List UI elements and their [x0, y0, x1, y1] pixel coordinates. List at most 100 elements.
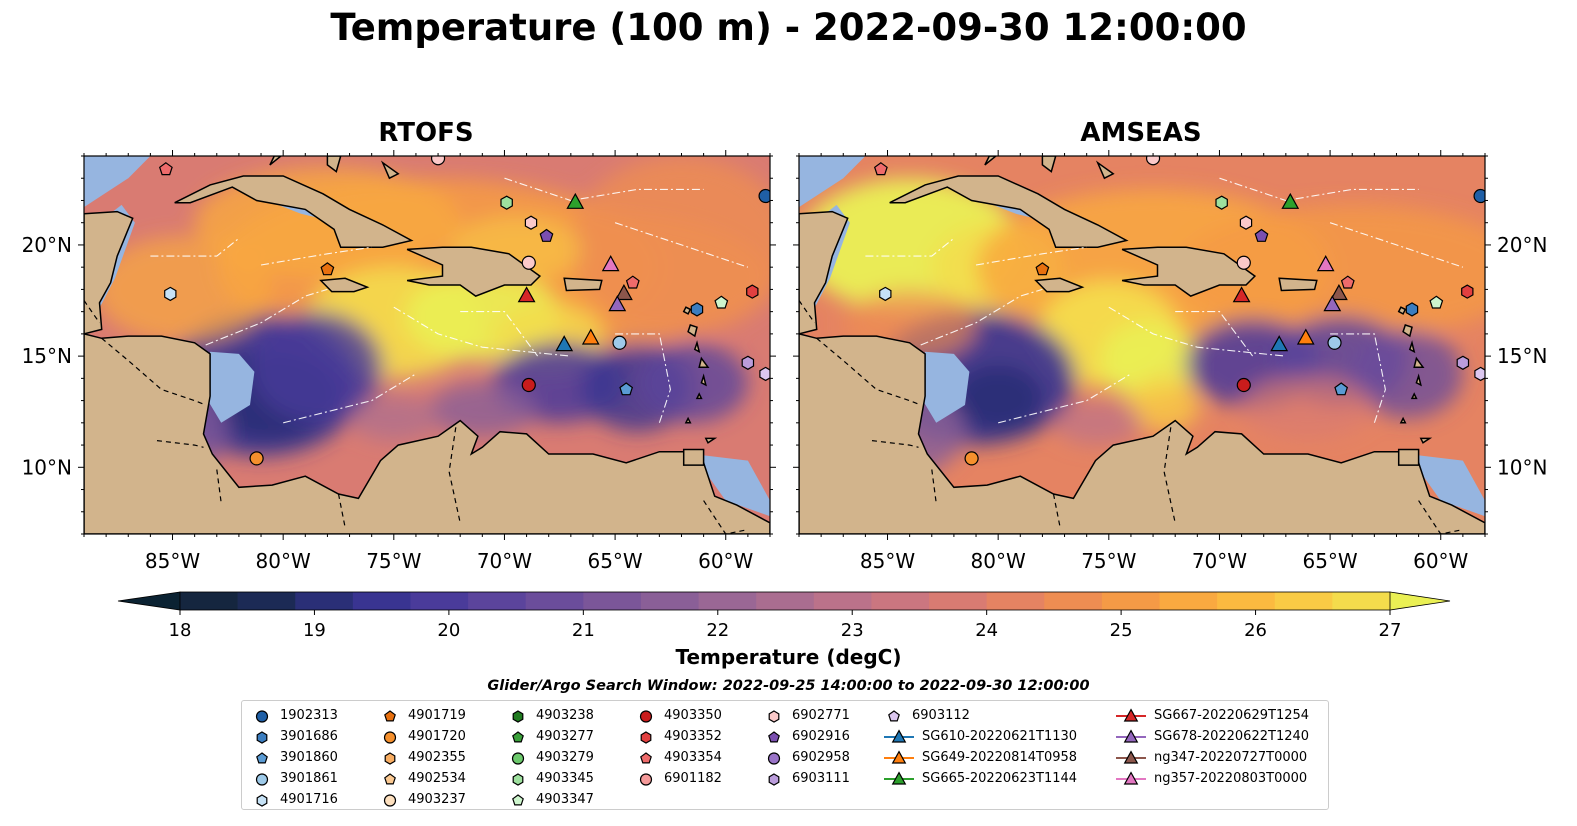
pentagon-marker	[714, 295, 729, 309]
legend-label: 4903277	[536, 729, 594, 744]
hexagon-symbol	[256, 793, 268, 807]
land-mass	[406, 246, 542, 297]
land-mass	[687, 324, 698, 338]
legend-label: 6902771	[792, 708, 850, 723]
pentagon-icon	[888, 709, 900, 721]
pentagon-marker	[619, 382, 634, 396]
lon-label: 85°W	[145, 549, 200, 573]
triangle-symbol	[1123, 707, 1139, 722]
legend-label: 4902534	[408, 771, 466, 786]
colorbar-segment	[813, 592, 872, 610]
land-mass	[1278, 277, 1318, 292]
legend-label: ng357-20220803T0000	[1154, 771, 1308, 786]
land-mass	[563, 277, 603, 292]
land-mass	[799, 210, 849, 335]
circle-marker	[521, 377, 536, 393]
circle-marker	[758, 188, 770, 204]
legend-item: 4903350	[636, 705, 722, 726]
figure-title: Temperature (100 m) - 2022-09-30 12:00:0…	[330, 6, 1247, 49]
colorbar: 18 19 20 21 22 23 24 25 26 27	[117, 591, 1451, 641]
temperature-anomaly	[1053, 400, 1142, 446]
hexagon-symbol	[768, 772, 780, 786]
pentagon-icon	[384, 772, 396, 784]
shelf-area	[692, 454, 770, 517]
hexagon-icon	[256, 793, 268, 807]
country-border	[156, 440, 204, 448]
legend-label: SG665-20220623T1144	[922, 771, 1078, 786]
temperature-anomaly	[349, 396, 439, 441]
lat-label: 20°N	[1497, 233, 1547, 257]
shelf-area	[922, 351, 970, 423]
pentagon-marker	[625, 275, 640, 289]
colorbar-segment	[1217, 592, 1276, 610]
land-mass	[1413, 356, 1425, 368]
colorbar-tick-label: 19	[303, 620, 326, 641]
pentagon-marker	[158, 162, 173, 176]
land-mass	[693, 340, 701, 354]
legend-item: 6902958	[764, 747, 850, 768]
triangle-marker	[581, 328, 600, 345]
triangle-marker	[555, 335, 574, 352]
land-mass	[1095, 160, 1115, 180]
colorbar-tick-label: 23	[841, 620, 864, 641]
colorbar-under-arrow	[117, 591, 181, 611]
legend-column: 4903350 4903352 4903354 6901182	[636, 705, 722, 789]
country-border	[703, 500, 749, 534]
colorbar-segment	[468, 592, 527, 610]
temperature-anomaly	[1352, 329, 1463, 419]
pentagon-marker	[1429, 295, 1444, 309]
country-border	[337, 493, 346, 528]
legend-item: ng347-20220727T0000	[1116, 747, 1309, 768]
colorbar-segment	[871, 592, 930, 610]
pentagon-icon	[640, 751, 652, 763]
legend-label: 6903111	[792, 771, 850, 786]
legend-label: SG678-20220622T1240	[1154, 729, 1310, 744]
legend-item: 4903352	[636, 726, 722, 747]
land-mass	[799, 333, 1485, 534]
country-border	[816, 337, 921, 406]
land-mass	[700, 373, 707, 387]
hexagon-marker	[690, 302, 704, 317]
colorbar-segment	[698, 592, 757, 610]
colorbar-segment	[1332, 592, 1391, 610]
temperature-anomaly	[249, 311, 383, 423]
hexagon-symbol	[640, 730, 652, 744]
triangle-marker	[601, 255, 620, 272]
hexagon-icon	[256, 730, 268, 744]
hexagon-marker	[741, 355, 755, 370]
legend-item: 3901860	[252, 747, 338, 768]
triangle-marker	[566, 192, 585, 209]
circle-icon	[383, 793, 397, 807]
colorbar-segment	[352, 592, 411, 610]
lon-label: 65°W	[1302, 549, 1357, 573]
legend-item: SG667-20220629T1254	[1116, 705, 1309, 726]
colorbar-tick-label: 26	[1244, 620, 1267, 641]
land-mass	[174, 175, 414, 248]
temperature-anomaly	[1128, 378, 1200, 432]
land-mass	[1419, 437, 1433, 444]
eez-boundary	[615, 333, 671, 423]
eez-boundary	[1330, 333, 1386, 423]
circle-symbol	[255, 709, 269, 723]
circle-symbol	[255, 772, 269, 786]
legend-label: 6903112	[912, 708, 970, 723]
temperature-anomaly	[953, 365, 1043, 432]
circle-symbol	[639, 772, 653, 786]
legend-item: 6902771	[764, 705, 850, 726]
land-mass	[695, 392, 703, 400]
eez-boundary	[393, 306, 571, 357]
circle-icon	[639, 772, 653, 786]
legend-label: 4903350	[664, 708, 722, 723]
circle-symbol	[767, 751, 781, 765]
pentagon-icon	[384, 709, 396, 721]
hexagon-marker	[879, 286, 892, 302]
legend-item: 6903112	[884, 705, 1077, 726]
circle-symbol	[639, 709, 653, 723]
eez-boundary	[205, 288, 328, 346]
land-mass	[1415, 373, 1422, 387]
pentagon-marker	[873, 162, 888, 176]
country-border	[216, 469, 222, 503]
pentagon-symbol	[888, 709, 900, 721]
legend-item: 4903279	[508, 747, 594, 768]
triangle-symbol	[1123, 749, 1139, 764]
